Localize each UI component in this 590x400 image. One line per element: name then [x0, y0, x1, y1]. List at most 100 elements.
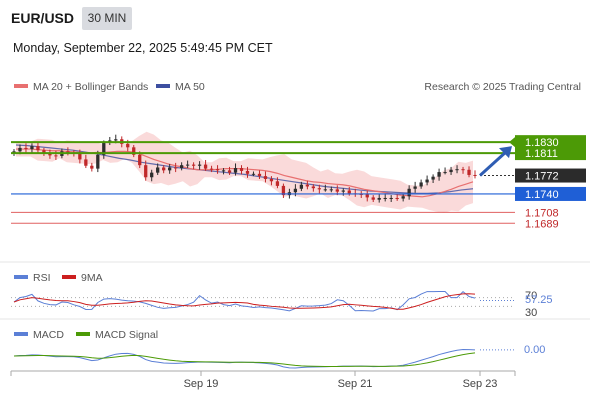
candle-body: [209, 168, 214, 170]
candle-body: [24, 147, 28, 150]
candle: [227, 166, 232, 175]
macd-plot: [13, 348, 515, 369]
candle-body: [132, 147, 136, 155]
candle: [197, 161, 202, 170]
candle: [425, 175, 429, 186]
resistance-box-notch: [509, 137, 515, 148]
candle: [389, 195, 393, 203]
candle-body: [263, 176, 268, 179]
candle: [299, 181, 304, 192]
support-price-label: 1.1708: [525, 207, 559, 219]
chart-header: EUR/USD 30 MIN: [0, 0, 590, 36]
candle-body: [18, 147, 22, 152]
candle-body: [245, 170, 250, 174]
candle: [377, 194, 381, 203]
candle-body: [395, 197, 399, 199]
candle-body: [54, 155, 58, 157]
bollinger-band: [16, 131, 473, 213]
resistance-price-label: 1.1830: [525, 137, 559, 149]
candle: [132, 145, 136, 158]
candle: [215, 165, 220, 174]
candle: [269, 176, 274, 186]
candle-body: [365, 194, 369, 198]
candle: [174, 162, 178, 173]
x-label-sep21: Sep 21: [338, 378, 373, 390]
macd-signal-legend-swatch: [76, 332, 90, 336]
copyright-label: Research © 2025 Trading Central: [424, 81, 581, 93]
candle-body: [401, 196, 405, 199]
candle: [48, 149, 52, 159]
candle-body: [215, 169, 220, 171]
candle-body: [455, 169, 459, 171]
candle-body: [90, 165, 94, 169]
candle-body: [431, 176, 435, 180]
candle-body: [377, 197, 381, 200]
macd-legend: MACD: [33, 329, 64, 341]
timeframe-badge[interactable]: 30 MIN: [82, 7, 132, 30]
pivot-price-label: 1.1740: [525, 189, 559, 201]
support-price-label: 1.1689: [525, 218, 559, 230]
candle: [365, 190, 369, 202]
rsi-plot: [11, 290, 515, 312]
resistance-price-box: [515, 135, 586, 161]
candle-body: [371, 197, 375, 200]
candle-body: [467, 169, 471, 175]
candle: [401, 193, 405, 202]
candle-body: [449, 169, 453, 173]
candle-body: [227, 170, 232, 173]
candle: [245, 166, 250, 178]
main-plot: [12, 131, 477, 213]
candle-body: [341, 190, 345, 192]
candle: [30, 143, 34, 154]
x-label-sep19: Sep 19: [184, 378, 219, 390]
candle: [90, 162, 94, 172]
candle-body: [347, 190, 351, 194]
candle: [275, 177, 280, 189]
candle-body: [203, 164, 208, 169]
candle: [239, 165, 244, 175]
candle-body: [239, 168, 244, 171]
candle-body: [281, 185, 286, 196]
macd-value: 0.00: [524, 344, 545, 356]
macd-signal-legend: MACD Signal: [95, 329, 158, 341]
candle-body: [78, 153, 82, 160]
candle: [156, 163, 160, 175]
pivot-price-box: [515, 186, 586, 201]
candle-body: [269, 178, 274, 182]
candle-body: [36, 146, 40, 151]
candle: [263, 171, 268, 183]
last-price-box: [515, 168, 586, 183]
candle-body: [221, 170, 226, 172]
candle-body: [389, 197, 393, 199]
rsi-ma-legend: 9MA: [81, 272, 103, 284]
candle-body: [413, 186, 417, 189]
candle: [413, 181, 417, 193]
candle: [144, 160, 148, 181]
candle-body: [305, 184, 310, 187]
candle: [323, 184, 327, 192]
candle: [395, 193, 399, 201]
candle: [317, 184, 321, 194]
candle-body: [383, 197, 387, 199]
rsi-legend: RSI: [33, 272, 51, 284]
candle-body: [329, 189, 333, 191]
last-price-label: 1.1772: [525, 171, 559, 183]
rsi-level-70: 70: [525, 290, 537, 302]
candle-body: [197, 164, 202, 166]
ma50-legend-swatch: [156, 84, 170, 88]
candle: [371, 195, 375, 203]
candle: [36, 142, 40, 153]
candle-body: [66, 151, 70, 153]
candle: [467, 166, 471, 178]
candle-body: [335, 189, 339, 192]
candle: [102, 140, 106, 159]
candle: [419, 179, 423, 189]
rsi-level-30: 30: [525, 307, 537, 319]
rsi-ma-line: [13, 293, 476, 310]
candle: [431, 174, 435, 184]
candle: [329, 186, 333, 193]
candle: [24, 143, 28, 153]
candle-body: [323, 189, 327, 191]
candle-body: [275, 181, 280, 186]
